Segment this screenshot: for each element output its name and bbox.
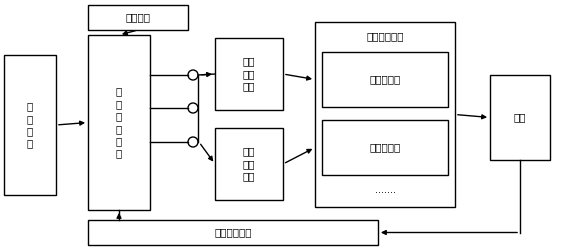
Text: 制动
回收
阶段: 制动 回收 阶段 (243, 56, 255, 92)
Text: 制动力矩分配: 制动力矩分配 (366, 31, 404, 41)
Text: 回
收
模
式
识
别: 回 收 模 式 识 别 (116, 86, 122, 158)
Text: 电制动力矩: 电制动力矩 (370, 142, 401, 152)
FancyBboxPatch shape (315, 22, 455, 207)
FancyBboxPatch shape (215, 128, 283, 200)
Text: .......: ....... (374, 185, 395, 195)
FancyBboxPatch shape (4, 55, 56, 195)
Text: 滑行
回收
阶段: 滑行 回收 阶段 (243, 146, 255, 182)
FancyBboxPatch shape (88, 220, 378, 245)
FancyBboxPatch shape (490, 75, 550, 160)
FancyBboxPatch shape (215, 38, 283, 110)
Text: 液压制动力: 液压制动力 (370, 74, 401, 85)
Text: 车速: 车速 (514, 112, 526, 122)
FancyBboxPatch shape (322, 120, 448, 175)
FancyBboxPatch shape (88, 35, 150, 210)
Text: 制
动
信
号: 制 动 信 号 (27, 102, 33, 148)
Text: 整车边界约束: 整车边界约束 (214, 228, 252, 237)
FancyBboxPatch shape (322, 52, 448, 107)
Text: 挡位选择: 挡位选择 (126, 12, 150, 22)
FancyBboxPatch shape (88, 5, 188, 30)
